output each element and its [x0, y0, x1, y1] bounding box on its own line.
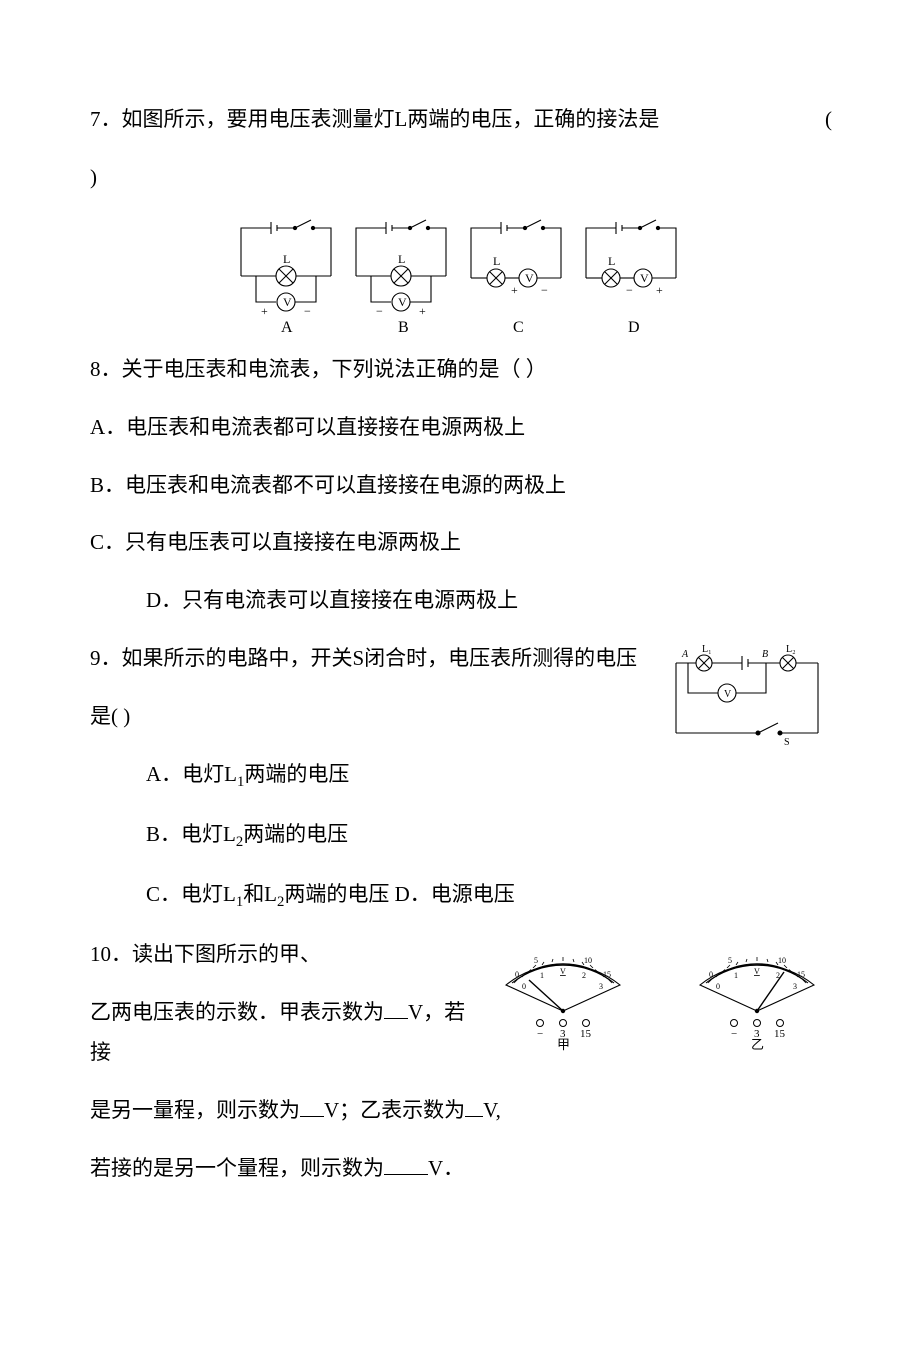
- q7-paren-open: (: [825, 100, 832, 140]
- svg-text:L₂: L₂: [786, 644, 796, 655]
- svg-text:D: D: [628, 319, 640, 336]
- svg-text:甲: 甲: [557, 1037, 570, 1051]
- svg-text:L: L: [398, 252, 405, 266]
- svg-text:0: 0: [522, 982, 526, 991]
- svg-text:+: +: [511, 283, 518, 297]
- svg-text:−: −: [626, 283, 633, 297]
- svg-text:5: 5: [728, 956, 732, 965]
- q7-stem: 7．如图所示，要用电压表测量灯L两端的电压，正确的接法是 (: [90, 100, 832, 140]
- svg-text:V: V: [640, 271, 649, 285]
- q9-CD: C．电灯L1和L2两端的电压 D．电源电压: [146, 875, 832, 917]
- svg-text:15: 15: [774, 1028, 786, 1040]
- svg-text:+: +: [261, 304, 268, 318]
- svg-text:10: 10: [778, 956, 786, 965]
- q10-gauges: 0 5 10 15 0 1 2 3 V − 3 15 甲: [488, 941, 832, 1051]
- q9-B: B．电灯L2两端的电压: [146, 815, 832, 857]
- svg-text:+: +: [419, 304, 426, 318]
- svg-text:L: L: [283, 252, 290, 266]
- svg-text:A: A: [281, 319, 293, 336]
- blank-3: [465, 1095, 483, 1117]
- svg-text:0: 0: [709, 970, 713, 979]
- svg-text:0: 0: [716, 982, 720, 991]
- q10-line4: 若接的是另一个量程，则示数为V．: [90, 1149, 832, 1189]
- blank-1: [384, 997, 408, 1019]
- svg-text:2: 2: [776, 971, 780, 980]
- q7-circuits: L V + − L V − + L V + − L V −: [90, 216, 832, 336]
- svg-text:3: 3: [793, 982, 797, 991]
- blank-2: [300, 1095, 324, 1117]
- blank-4: [384, 1153, 428, 1175]
- svg-text:B: B: [762, 649, 768, 660]
- q8-A: A．电压表和电流表都可以直接接在电源两极上: [90, 408, 832, 448]
- svg-text:−: −: [376, 304, 383, 318]
- q7-text: 7．如图所示，要用电压表测量灯L两端的电压，正确的接法是: [90, 107, 659, 131]
- q8-B: B．电压表和电流表都不可以直接接在电源的两极上: [90, 466, 832, 506]
- svg-text:−: −: [304, 304, 311, 318]
- svg-text:L₁: L₁: [702, 644, 712, 655]
- svg-text:V: V: [724, 689, 732, 700]
- svg-text:L: L: [608, 254, 615, 268]
- svg-text:−: −: [541, 283, 548, 297]
- q7-circuit-svg: L V + − L V − + L V + − L V −: [231, 216, 691, 336]
- gauge-yi: 0 5 10 15 0 1 2 3 V − 3 15 乙: [682, 941, 832, 1051]
- svg-text:3: 3: [599, 982, 603, 991]
- svg-text:V: V: [560, 967, 566, 976]
- svg-text:C: C: [513, 319, 524, 336]
- svg-text:15: 15: [580, 1028, 592, 1040]
- svg-text:0: 0: [515, 970, 519, 979]
- svg-text:−: −: [731, 1028, 737, 1040]
- q8-D: D．只有电流表可以直接接在电源两极上: [146, 581, 832, 621]
- svg-text:1: 1: [734, 971, 738, 980]
- svg-text:1: 1: [540, 971, 544, 980]
- q7-paren-close: ): [90, 158, 832, 198]
- q8-C: C．只有电压表可以直接接在电源两极上: [90, 523, 832, 563]
- svg-text:+: +: [656, 283, 663, 297]
- svg-text:10: 10: [584, 956, 592, 965]
- svg-text:2: 2: [582, 971, 586, 980]
- q10-line3: 是另一量程，则示数为V；乙表示数为V,: [90, 1091, 832, 1131]
- svg-text:−: −: [537, 1028, 543, 1040]
- svg-text:S: S: [784, 737, 790, 748]
- gauge-jia: 0 5 10 15 0 1 2 3 V − 3 15 甲: [488, 941, 638, 1051]
- svg-text:V: V: [525, 271, 534, 285]
- svg-text:B: B: [398, 319, 409, 336]
- q8-stem: 8．关于电压表和电流表，下列说法正确的是（ ）: [90, 350, 832, 390]
- svg-text:乙: 乙: [751, 1037, 764, 1051]
- q9-circuit: A L₁ B L₂ V S: [662, 643, 832, 767]
- svg-text:V: V: [283, 295, 292, 309]
- svg-text:A: A: [681, 649, 689, 660]
- svg-text:15: 15: [603, 970, 611, 979]
- svg-text:V: V: [398, 295, 407, 309]
- svg-text:5: 5: [534, 956, 538, 965]
- svg-text:15: 15: [797, 970, 805, 979]
- svg-text:V: V: [754, 967, 760, 976]
- svg-text:L: L: [493, 254, 500, 268]
